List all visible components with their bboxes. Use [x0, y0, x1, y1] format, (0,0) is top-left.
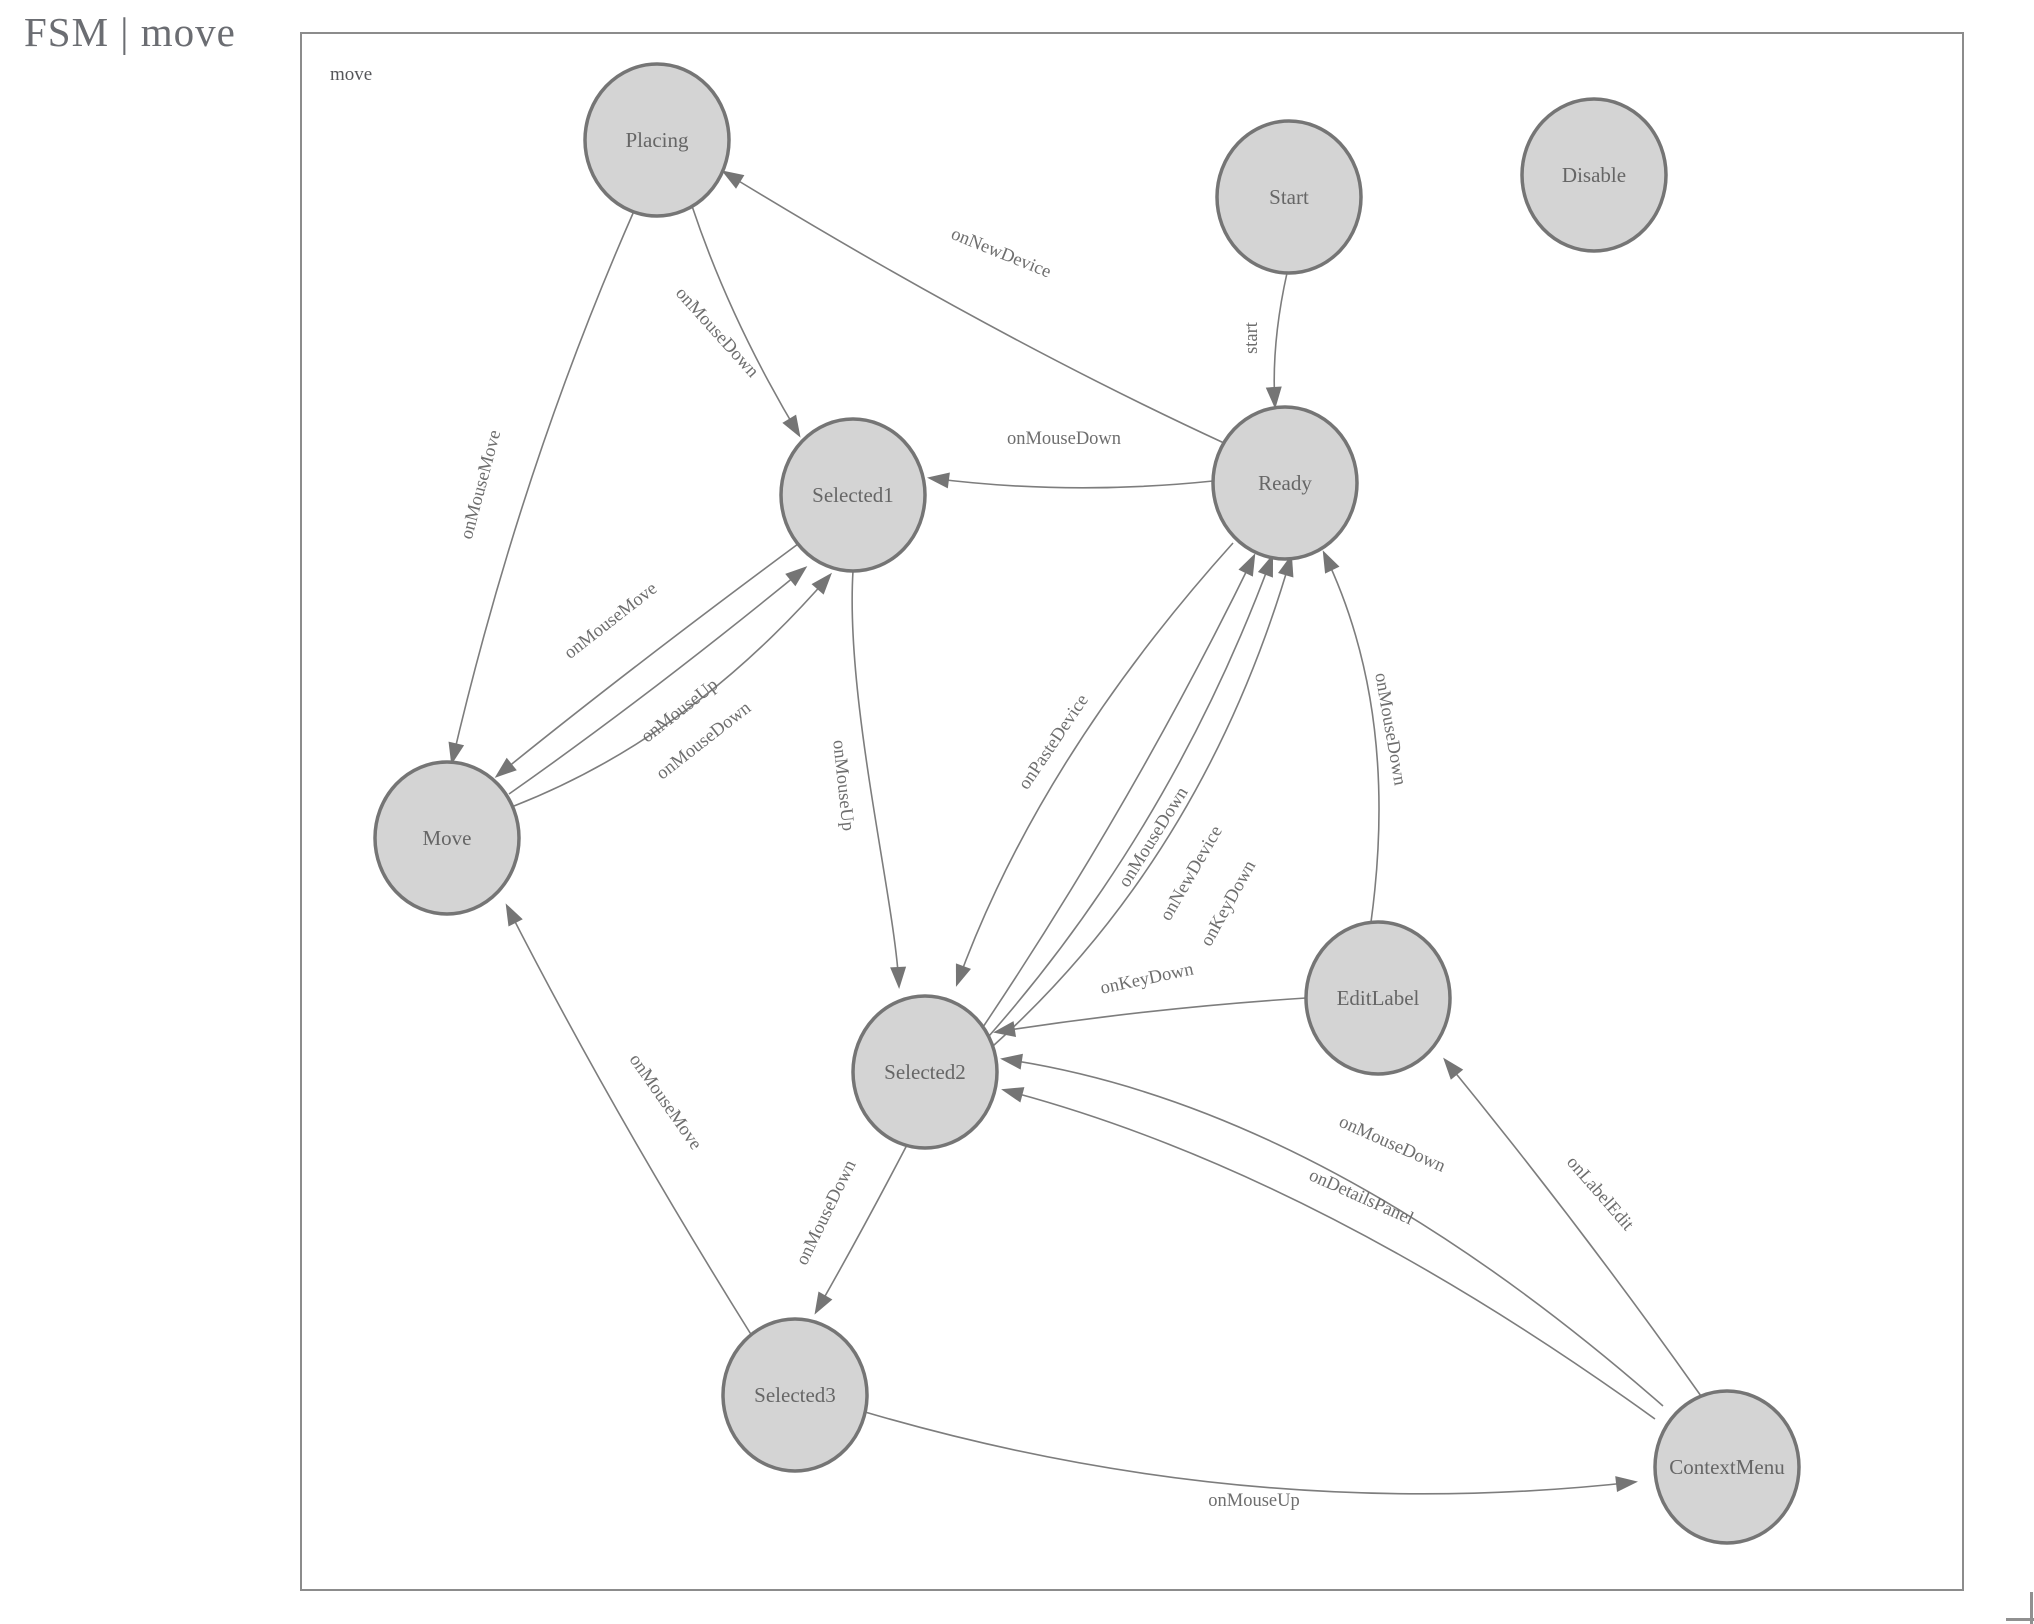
scrollbar-corner-vertical: [2030, 1592, 2033, 1624]
state-label-Placing: Placing: [626, 128, 689, 152]
state-node-Disable[interactable]: Disable: [1520, 97, 1668, 253]
transition-Placing-Selected1: [691, 205, 801, 438]
transition-Selected3-Move: [505, 903, 753, 1337]
state-node-ContextMenu[interactable]: ContextMenu: [1653, 1389, 1801, 1545]
state-label-Selected2: Selected2: [884, 1060, 966, 1084]
state-ellipse-Ready: [1211, 405, 1359, 561]
state-node-Move[interactable]: Move: [373, 760, 521, 916]
state-label-Move: Move: [423, 826, 472, 850]
transition-EditLabel-Ready: [1322, 550, 1380, 923]
transition-Selected3-ContextMenu: [864, 1411, 1638, 1495]
transition-EditLabel-Selected2: [993, 997, 1307, 1037]
transition-Start-Ready: [1265, 272, 1288, 409]
transitions-layer: [448, 170, 1702, 1495]
state-label-Ready: Ready: [1258, 471, 1312, 495]
page-title: FSM | move: [24, 9, 236, 55]
transition-label-Ready-Selected1: onMouseDown: [1007, 429, 1121, 449]
transition-Selected1-Move: [494, 543, 799, 778]
state-ellipse-Selected2: [851, 994, 999, 1150]
transition-Placing-Move: [448, 210, 635, 765]
state-node-Placing[interactable]: Placing: [583, 62, 731, 218]
transition-Selected2-Ready: [982, 553, 1256, 1028]
state-label-ContextMenu: ContextMenu: [1669, 1455, 1785, 1479]
state-ellipse-Move: [373, 760, 521, 916]
state-ellipse-Selected3: [721, 1317, 869, 1473]
state-label-Disable: Disable: [1562, 163, 1626, 187]
state-label-Selected1: Selected1: [812, 483, 894, 507]
diagram-name-label: move: [330, 64, 372, 85]
transition-label-Selected3-ContextMenu: onMouseUp: [1208, 1491, 1299, 1511]
state-ellipse-Disable: [1520, 97, 1668, 253]
transition-ContextMenu-EditLabel: [1443, 1057, 1702, 1397]
state-ellipse-Selected1: [779, 417, 927, 573]
transition-Ready-Placing: [721, 170, 1225, 444]
transition-Move-Selected1: [513, 572, 832, 807]
state-label-EditLabel: EditLabel: [1337, 986, 1420, 1010]
state-node-EditLabel[interactable]: EditLabel: [1304, 920, 1452, 1076]
transition-Selected2-Ready: [988, 554, 1274, 1037]
state-node-Ready[interactable]: Ready: [1211, 405, 1359, 561]
state-ellipse-Start: [1215, 119, 1363, 275]
state-label-Selected3: Selected3: [754, 1383, 836, 1407]
transition-Ready-Selected1: [927, 472, 1214, 489]
transition-Selected2-Selected3: [814, 1142, 909, 1315]
state-ellipse-ContextMenu: [1653, 1389, 1801, 1545]
transition-label-Start-Ready: start: [1242, 321, 1262, 354]
state-node-Selected2[interactable]: Selected2: [851, 994, 999, 1150]
state-ellipse-Placing: [583, 62, 731, 218]
transition-Move-Selected1: [508, 566, 808, 795]
state-label-Start: Start: [1269, 185, 1309, 209]
state-node-Selected1[interactable]: Selected1: [779, 417, 927, 573]
diagram-border: [300, 32, 1964, 1591]
transition-ContextMenu-Selected2: [1000, 1053, 1664, 1407]
transition-Ready-Selected2: [955, 542, 1234, 987]
transition-Selected1-Selected2: [851, 570, 907, 989]
scrollbar-corner-horizontal: [2006, 1618, 2034, 1621]
transition-ContextMenu-Selected2: [1001, 1087, 1656, 1420]
state-node-Start[interactable]: Start: [1215, 119, 1363, 275]
transition-Selected2-Ready: [992, 554, 1294, 1047]
state-ellipse-EditLabel: [1304, 920, 1452, 1076]
states-layer: Placing Start Disable Ready Selected1 Move Sel…: [373, 62, 1801, 1545]
state-node-Selected3[interactable]: Selected3: [721, 1317, 869, 1473]
